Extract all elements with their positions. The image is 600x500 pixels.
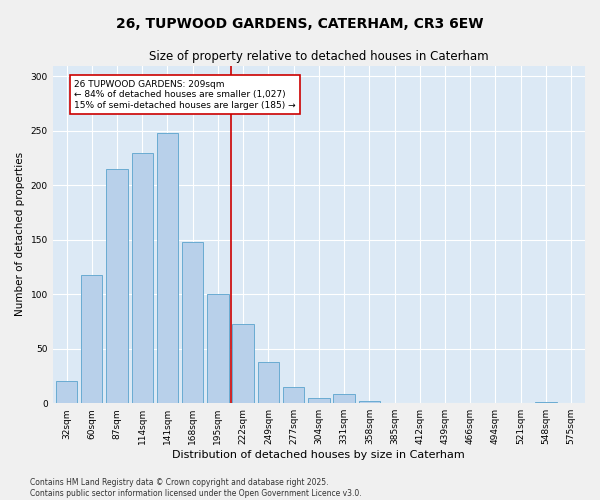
Y-axis label: Number of detached properties: Number of detached properties xyxy=(15,152,25,316)
Bar xyxy=(334,394,355,403)
Bar xyxy=(56,382,77,403)
Title: Size of property relative to detached houses in Caterham: Size of property relative to detached ho… xyxy=(149,50,488,63)
Bar xyxy=(157,133,178,403)
Bar xyxy=(81,274,103,403)
X-axis label: Distribution of detached houses by size in Caterham: Distribution of detached houses by size … xyxy=(172,450,465,460)
Bar xyxy=(207,294,229,403)
Text: 26, TUPWOOD GARDENS, CATERHAM, CR3 6EW: 26, TUPWOOD GARDENS, CATERHAM, CR3 6EW xyxy=(116,18,484,32)
Bar xyxy=(257,362,279,403)
Bar xyxy=(106,169,128,403)
Bar xyxy=(283,387,304,403)
Text: Contains HM Land Registry data © Crown copyright and database right 2025.
Contai: Contains HM Land Registry data © Crown c… xyxy=(30,478,362,498)
Bar xyxy=(182,242,203,403)
Bar xyxy=(359,401,380,403)
Bar xyxy=(131,152,153,403)
Bar xyxy=(535,402,557,403)
Text: 26 TUPWOOD GARDENS: 209sqm
← 84% of detached houses are smaller (1,027)
15% of s: 26 TUPWOOD GARDENS: 209sqm ← 84% of deta… xyxy=(74,80,296,110)
Bar xyxy=(308,398,329,403)
Bar xyxy=(232,324,254,403)
